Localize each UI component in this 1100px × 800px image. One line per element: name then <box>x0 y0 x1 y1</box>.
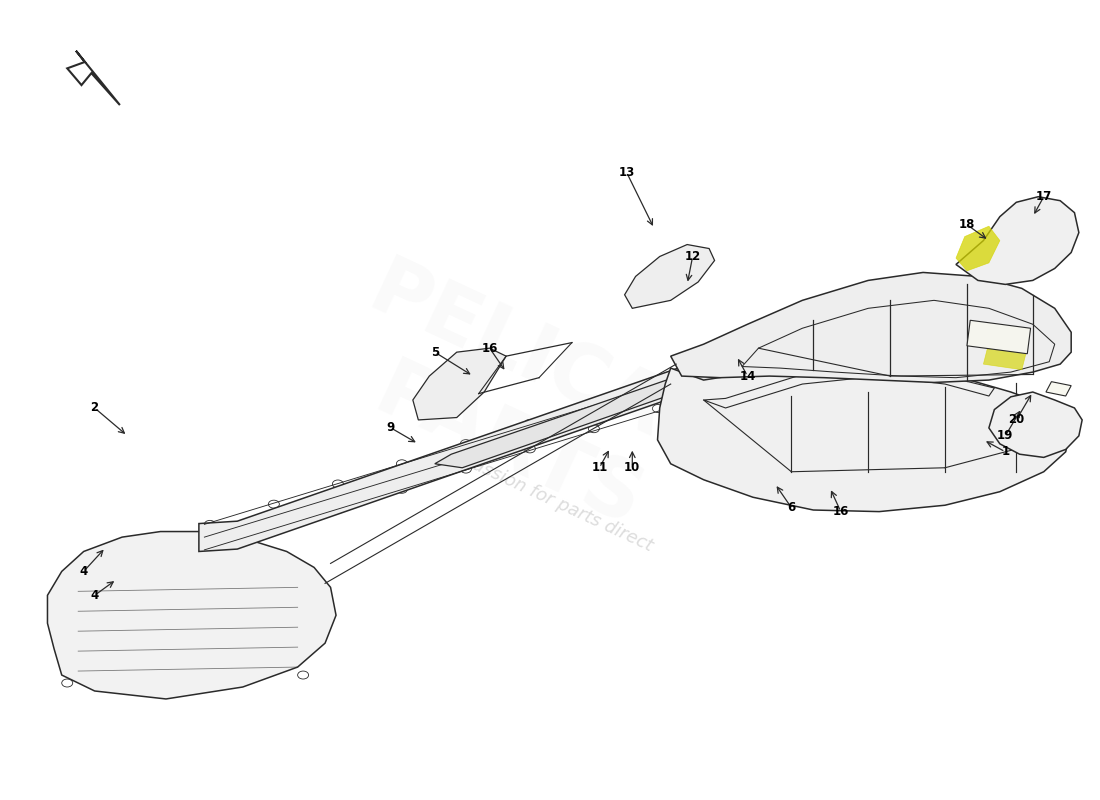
Polygon shape <box>956 197 1079 285</box>
Circle shape <box>525 419 536 427</box>
Circle shape <box>720 452 732 460</box>
Circle shape <box>62 679 73 687</box>
Circle shape <box>396 486 407 494</box>
Text: 1: 1 <box>1001 446 1010 458</box>
Circle shape <box>670 386 680 393</box>
Circle shape <box>785 464 796 472</box>
Circle shape <box>742 360 752 367</box>
Circle shape <box>332 480 343 488</box>
Text: 20: 20 <box>1009 414 1024 426</box>
Circle shape <box>268 500 279 508</box>
Polygon shape <box>625 245 715 308</box>
Text: PELICAN
PARTS: PELICAN PARTS <box>319 250 738 566</box>
Polygon shape <box>47 531 336 699</box>
Circle shape <box>1055 436 1066 444</box>
Text: 18: 18 <box>959 218 975 231</box>
Circle shape <box>950 474 961 482</box>
Circle shape <box>873 470 884 478</box>
Text: 4: 4 <box>90 589 99 602</box>
Polygon shape <box>412 348 506 420</box>
Circle shape <box>652 405 663 413</box>
Circle shape <box>396 460 407 468</box>
Circle shape <box>780 364 791 372</box>
Text: 13: 13 <box>618 166 635 179</box>
Text: 16: 16 <box>833 505 849 518</box>
Text: 4: 4 <box>79 565 88 578</box>
Text: 6: 6 <box>788 501 795 514</box>
Polygon shape <box>956 226 1000 271</box>
Circle shape <box>204 674 214 682</box>
Circle shape <box>716 359 727 366</box>
Circle shape <box>525 445 536 453</box>
Circle shape <box>588 425 600 433</box>
Circle shape <box>251 673 262 681</box>
Circle shape <box>461 439 472 447</box>
Circle shape <box>780 338 791 346</box>
Circle shape <box>268 526 279 534</box>
Circle shape <box>452 462 462 469</box>
Text: 12: 12 <box>684 250 701 263</box>
Circle shape <box>461 465 472 473</box>
Circle shape <box>716 384 727 392</box>
Text: 17: 17 <box>1035 190 1052 203</box>
Circle shape <box>1027 464 1038 472</box>
Text: 2: 2 <box>90 402 99 414</box>
Circle shape <box>652 379 663 387</box>
Polygon shape <box>983 342 1027 370</box>
Circle shape <box>525 436 535 443</box>
Circle shape <box>332 506 343 514</box>
Text: a passion for parts direct: a passion for parts direct <box>444 444 656 555</box>
Text: 5: 5 <box>431 346 439 358</box>
Circle shape <box>597 410 607 418</box>
Circle shape <box>156 676 167 684</box>
Text: 11: 11 <box>592 462 607 474</box>
Text: 19: 19 <box>998 430 1013 442</box>
Text: 16: 16 <box>482 342 498 354</box>
Text: 10: 10 <box>624 462 640 474</box>
Polygon shape <box>199 340 802 551</box>
Text: 9: 9 <box>387 422 395 434</box>
Polygon shape <box>967 320 1031 354</box>
Circle shape <box>205 546 216 554</box>
Polygon shape <box>434 352 769 468</box>
Circle shape <box>588 399 600 407</box>
Polygon shape <box>658 364 1071 512</box>
Text: 14: 14 <box>739 370 756 382</box>
Circle shape <box>205 520 216 528</box>
Polygon shape <box>989 392 1082 458</box>
Polygon shape <box>671 273 1071 382</box>
Polygon shape <box>1046 382 1071 396</box>
Circle shape <box>109 678 120 686</box>
Circle shape <box>298 671 309 679</box>
